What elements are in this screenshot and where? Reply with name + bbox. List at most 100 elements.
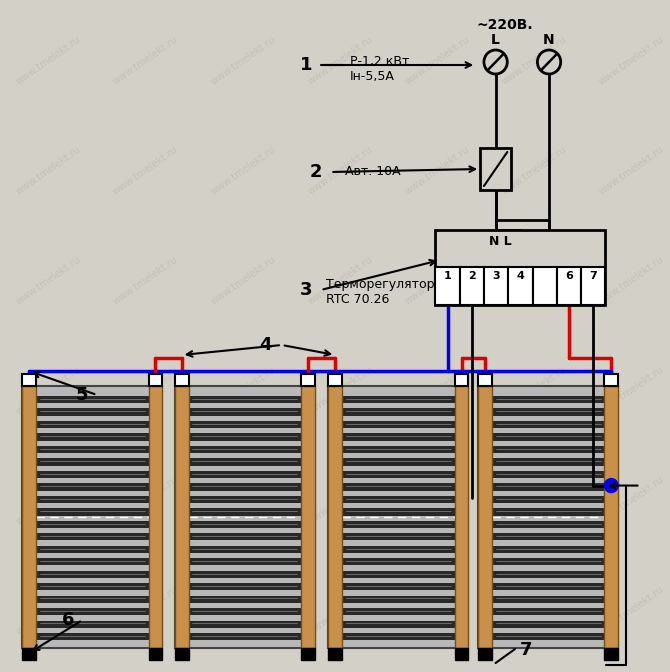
Bar <box>302 648 315 660</box>
Bar <box>492 620 604 628</box>
Bar <box>492 558 604 565</box>
Text: 3: 3 <box>300 281 312 299</box>
Circle shape <box>484 50 507 74</box>
Bar <box>342 546 455 553</box>
Bar <box>188 583 302 591</box>
Text: N L: N L <box>489 235 512 248</box>
Text: Р-1,2 кВт
Iн-5,5А: Р-1,2 кВт Iн-5,5А <box>350 55 409 83</box>
Text: www.tmelekt.ru: www.tmelekt.ru <box>403 144 472 196</box>
Text: 7: 7 <box>520 641 533 659</box>
Text: www.tmelekt.ru: www.tmelekt.ru <box>306 474 375 526</box>
Bar <box>188 483 302 491</box>
Bar <box>436 230 606 305</box>
Bar <box>188 608 302 616</box>
Bar <box>36 508 149 515</box>
Text: www.tmelekt.ru: www.tmelekt.ru <box>306 254 375 306</box>
Bar <box>492 546 604 553</box>
Text: 6: 6 <box>62 611 74 629</box>
Text: www.tmelekt.ru: www.tmelekt.ru <box>14 364 83 416</box>
Bar <box>480 148 511 190</box>
Bar <box>328 386 342 648</box>
Bar <box>492 608 604 616</box>
Text: www.tmelekt.ru: www.tmelekt.ru <box>500 364 569 416</box>
Text: 2: 2 <box>468 271 476 281</box>
Bar <box>188 521 302 528</box>
Bar <box>188 458 302 466</box>
Bar <box>342 421 455 428</box>
Bar <box>36 583 149 591</box>
Bar <box>604 374 618 386</box>
Bar <box>342 396 455 403</box>
Text: www.tmelekt.ru: www.tmelekt.ru <box>111 144 180 196</box>
Text: www.tmelekt.ru: www.tmelekt.ru <box>597 474 666 526</box>
Bar <box>22 374 36 386</box>
Text: www.tmelekt.ru: www.tmelekt.ru <box>111 364 180 416</box>
Text: www.tmelekt.ru: www.tmelekt.ru <box>111 254 180 306</box>
Bar <box>492 433 604 441</box>
Bar <box>36 458 149 466</box>
Text: ~220В.: ~220В. <box>476 18 533 32</box>
Circle shape <box>604 478 618 493</box>
Text: www.tmelekt.ru: www.tmelekt.ru <box>208 144 277 196</box>
Text: www.tmelekt.ru: www.tmelekt.ru <box>14 584 83 636</box>
Text: www.tmelekt.ru: www.tmelekt.ru <box>597 364 666 416</box>
Text: 6: 6 <box>565 271 573 281</box>
Bar <box>342 471 455 478</box>
Text: www.tmelekt.ru: www.tmelekt.ru <box>597 584 666 636</box>
Bar <box>36 595 149 603</box>
Bar <box>36 546 149 553</box>
Bar <box>149 386 162 648</box>
Text: www.tmelekt.ru: www.tmelekt.ru <box>208 364 277 416</box>
Text: 2: 2 <box>310 163 322 181</box>
Text: 7: 7 <box>590 271 597 281</box>
Text: www.tmelekt.ru: www.tmelekt.ru <box>500 144 569 196</box>
Text: www.tmelekt.ru: www.tmelekt.ru <box>306 34 375 86</box>
Text: www.tmelekt.ru: www.tmelekt.ru <box>111 34 180 86</box>
Bar <box>36 571 149 578</box>
Bar <box>342 409 455 416</box>
Bar <box>188 471 302 478</box>
Text: www.tmelekt.ru: www.tmelekt.ru <box>597 254 666 306</box>
Text: www.tmelekt.ru: www.tmelekt.ru <box>403 364 472 416</box>
Text: www.tmelekt.ru: www.tmelekt.ru <box>306 364 375 416</box>
Bar <box>36 433 149 441</box>
Text: 5: 5 <box>76 386 88 404</box>
Bar <box>492 496 604 503</box>
Bar <box>188 433 302 441</box>
Bar <box>604 648 618 660</box>
Bar <box>478 386 492 648</box>
Text: Авт. 10А: Авт. 10А <box>345 165 401 178</box>
Bar <box>36 396 149 403</box>
Bar <box>342 633 455 640</box>
Bar <box>604 386 618 648</box>
Bar <box>188 558 302 565</box>
Text: L: L <box>491 33 500 47</box>
Text: www.tmelekt.ru: www.tmelekt.ru <box>500 34 569 86</box>
Bar <box>492 521 604 528</box>
Bar <box>22 648 36 660</box>
Bar <box>460 267 484 305</box>
Bar <box>188 508 302 515</box>
Bar <box>342 508 455 515</box>
Bar <box>188 620 302 628</box>
Bar <box>188 571 302 578</box>
Bar <box>175 386 188 648</box>
Text: www.tmelekt.ru: www.tmelekt.ru <box>403 34 472 86</box>
Text: www.tmelekt.ru: www.tmelekt.ru <box>500 584 569 636</box>
Bar <box>36 446 149 453</box>
Bar <box>492 458 604 466</box>
Bar <box>36 471 149 478</box>
Bar <box>342 558 455 565</box>
Bar <box>342 483 455 491</box>
Text: www.tmelekt.ru: www.tmelekt.ru <box>14 474 83 526</box>
Text: 3: 3 <box>492 271 500 281</box>
Text: www.tmelekt.ru: www.tmelekt.ru <box>111 584 180 636</box>
Bar <box>175 386 315 648</box>
Bar <box>492 421 604 428</box>
Text: N: N <box>543 33 555 47</box>
Bar <box>302 374 315 386</box>
Text: 4: 4 <box>259 336 271 354</box>
Bar <box>557 267 581 305</box>
Text: www.tmelekt.ru: www.tmelekt.ru <box>403 584 472 636</box>
Bar <box>36 521 149 528</box>
